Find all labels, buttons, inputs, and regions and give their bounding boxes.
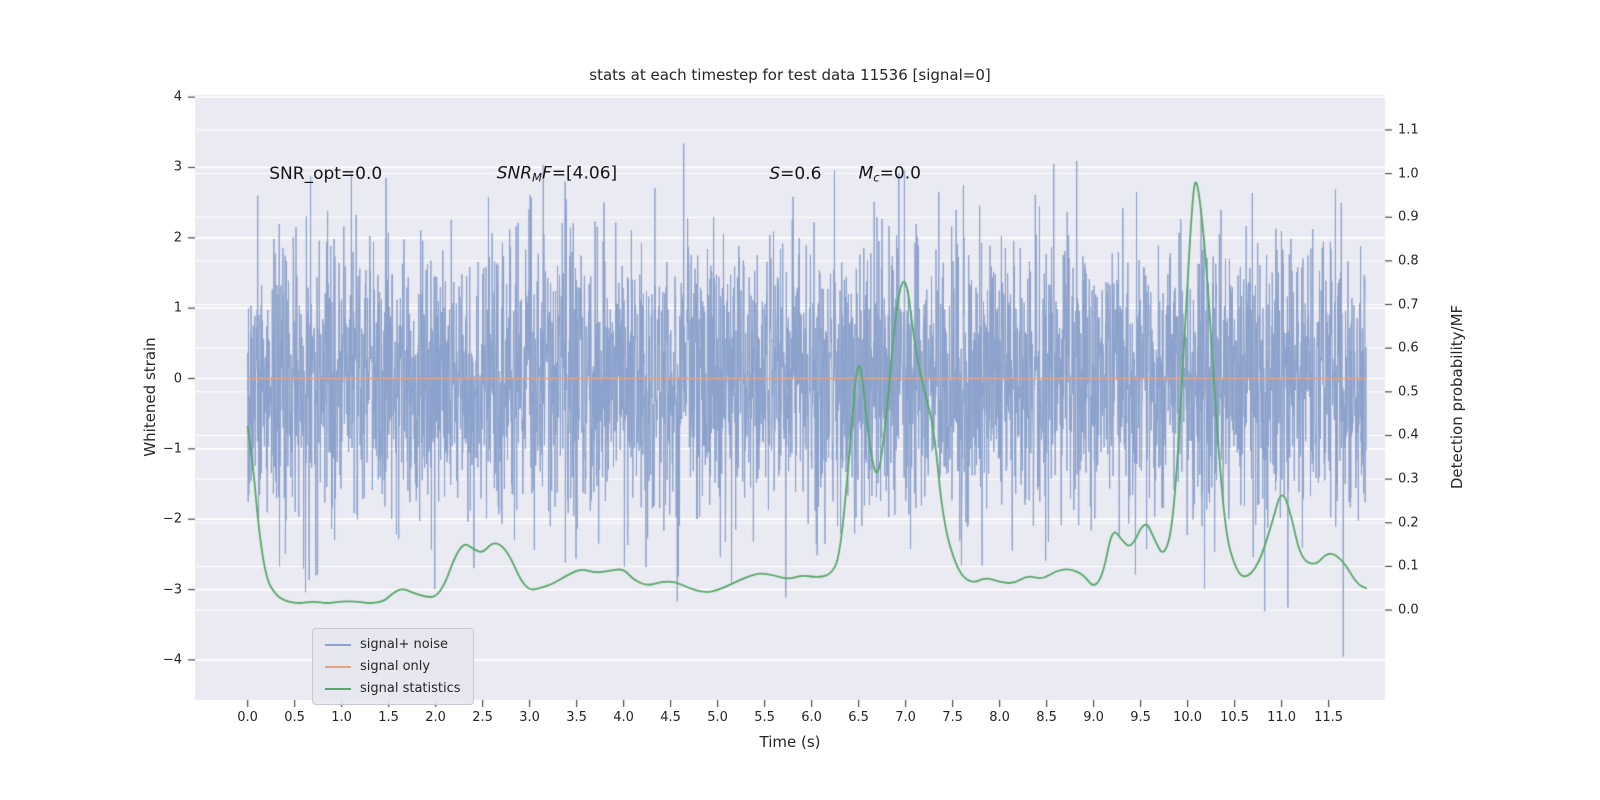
x-tick-label: 5.0 (707, 710, 728, 725)
x-tick-label: 6.0 (801, 710, 822, 725)
legend-label: signal+ noise (360, 637, 449, 652)
x-tick-label: 1.0 (331, 710, 352, 725)
legend-label: signal only (360, 659, 431, 674)
legend-item: signal statistics (325, 681, 461, 696)
x-tick-label: 4.5 (660, 710, 681, 725)
y-tick-label-right: 1.1 (1398, 122, 1419, 138)
y-tick-label-right: 0.1 (1398, 558, 1419, 574)
annotation: S=0.6 (769, 164, 822, 185)
y-tick-label-right: 0.4 (1398, 427, 1419, 443)
x-tick-label: 3.5 (566, 710, 587, 725)
legend-label: signal statistics (360, 681, 461, 696)
x-tick-label: 8.5 (1036, 710, 1057, 725)
x-tick-label: 10.5 (1220, 710, 1250, 725)
y-tick-label-left: 1 (173, 300, 182, 316)
x-tick-label: 4.0 (613, 710, 634, 725)
y-tick-label-right: 0.6 (1398, 340, 1419, 356)
x-tick-label: 11.5 (1314, 710, 1344, 725)
y-tick-label-right: 1.0 (1398, 166, 1419, 182)
y-tick-label-right: 0.8 (1398, 253, 1419, 269)
y-tick-label-left: 3 (173, 159, 182, 175)
x-tick-label: 9.0 (1083, 710, 1104, 725)
annotation: SNRMF=[4.06] (496, 163, 618, 186)
y-tick-label-left: −4 (162, 652, 182, 668)
y-tick-label-left: −1 (162, 441, 182, 457)
annotation: SNR_opt=0.0 (269, 164, 383, 185)
y-tick-label-right: 0.0 (1398, 602, 1419, 618)
x-tick-label: 2.0 (425, 710, 446, 725)
x-tick-label: 0.5 (284, 710, 305, 725)
legend-item: signal+ noise (325, 637, 461, 652)
y-tick-label-left: −3 (162, 582, 182, 598)
x-tick-label: 6.5 (848, 710, 869, 725)
legend-line-swatch (325, 665, 351, 668)
x-axis-label: Time (s) (759, 733, 821, 751)
y-tick-label-left: 0 (173, 371, 182, 386)
legend-item: signal only (325, 659, 461, 674)
chart-title: stats at each timestep for test data 115… (589, 66, 991, 84)
x-tick-label: 1.5 (378, 710, 399, 725)
legend-line-swatch (325, 687, 351, 690)
y-tick-label-right: 0.5 (1398, 384, 1419, 400)
y-tick-label-right: 0.9 (1398, 209, 1419, 225)
y-tick-label-right: 0.7 (1398, 297, 1419, 313)
y-tick-label-right: 0.2 (1398, 515, 1419, 531)
legend-line-swatch (325, 643, 351, 646)
x-tick-label: 11.0 (1267, 710, 1297, 725)
x-tick-label: 5.5 (754, 710, 775, 725)
legend: signal+ noise signal only signal statistic… (312, 628, 474, 705)
x-tick-label: 3.0 (519, 710, 540, 725)
x-tick-label: 0.0 (237, 710, 258, 725)
annotation: Mc=0.0 (858, 163, 921, 186)
y-axis-label-left: Whitened strain (141, 337, 159, 457)
x-tick-label: 2.5 (472, 710, 493, 725)
y-tick-label-left: 4 (173, 89, 182, 105)
x-tick-label: 10.0 (1173, 710, 1203, 725)
x-tick-label: 7.0 (895, 710, 916, 725)
y-axis-label-right: Detection probability/MF (1448, 304, 1466, 490)
x-tick-label: 8.0 (989, 710, 1010, 725)
y-tick-label-left: −2 (162, 511, 182, 527)
y-tick-label-right: 0.3 (1398, 471, 1419, 487)
x-tick-label: 7.5 (942, 710, 963, 725)
y-tick-label-left: 2 (173, 230, 182, 246)
x-tick-label: 9.5 (1130, 710, 1151, 725)
